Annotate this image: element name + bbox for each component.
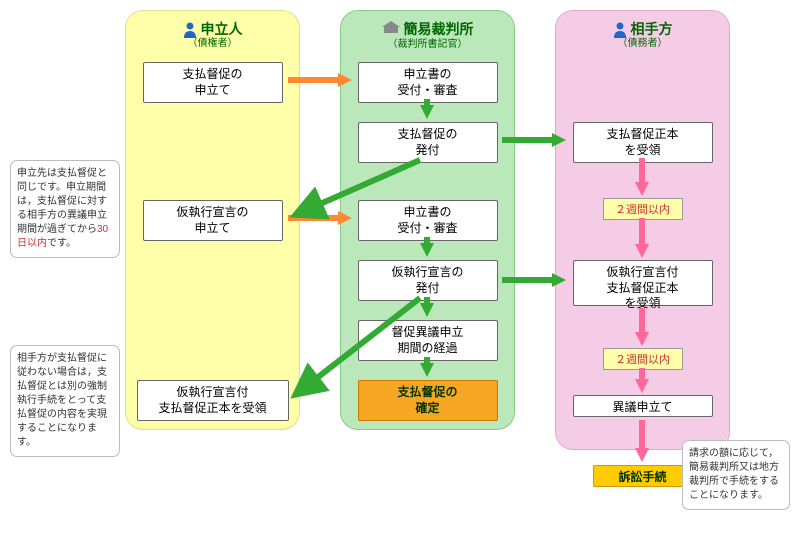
lane-title: 相手方 [631, 21, 673, 37]
arrow-h-0 [288, 73, 352, 87]
note-n3: 請求の額に応じて，簡易裁判所又は地方裁判所で手続をすることになります。 [682, 440, 790, 510]
arrow-v-8 [635, 420, 649, 462]
box-b6: 申立書の受付・審査 [358, 200, 498, 241]
lane-subtitle: （債権者） [134, 38, 291, 50]
arrow-h-2 [502, 133, 566, 147]
arrow-v-6 [635, 308, 649, 346]
box-b2: 仮執行宣言の申立て [143, 200, 283, 241]
box-b12: 異議申立て [573, 395, 713, 417]
box-b8: 督促異議申立期間の経過 [358, 320, 498, 361]
box-b4: 申立書の受付・審査 [358, 62, 498, 103]
lane-subtitle: （債務者） [564, 38, 721, 50]
box-b10: 支払督促正本を受領 [573, 122, 713, 163]
note-n2: 相手方が支払督促に従わない場合は，支払督促とは別の強制執行手続をとって支払督促の… [10, 345, 120, 457]
time-tag-t2: ２週間以内 [603, 348, 683, 370]
person-icon [183, 22, 197, 38]
box-b5: 支払督促の発付 [358, 122, 498, 163]
lane-title: 申立人 [201, 21, 243, 37]
arrow-v-4 [635, 158, 649, 196]
arrow-v-3 [420, 357, 434, 377]
box-b1: 支払督促の申立て [143, 62, 283, 103]
arrow-v-7 [635, 368, 649, 393]
note-text-pre: 相手方が支払督促に従わない場合は，支払督促とは別の強制執行手続をとって支払督促の… [17, 353, 107, 448]
note-text-post: です。 [47, 238, 76, 249]
lane-subtitle: （裁判所書記官） [349, 39, 506, 51]
note-text-pre: 申立先は支払督促と同じです。申立期間は，支払督促に対する相手方の異議申立期間が過… [17, 168, 107, 235]
arrow-v-5 [635, 218, 649, 258]
arrow-h-1 [288, 211, 352, 225]
note-text-pre: 請求の額に応じて，簡易裁判所又は地方裁判所で手続をすることになります。 [689, 448, 779, 501]
court-icon [382, 21, 400, 39]
box-b9: 支払督促の確定 [358, 380, 498, 421]
box-b11: 仮執行宣言付支払督促正本を受領 [573, 260, 713, 306]
arrow-v-0 [420, 99, 434, 119]
note-n1: 申立先は支払督促と同じです。申立期間は，支払督促に対する相手方の異議申立期間が過… [10, 160, 120, 258]
arrow-h-3 [502, 273, 566, 287]
box-b3: 仮執行宣言付支払督促正本を受領 [137, 380, 289, 421]
arrow-v-1 [420, 237, 434, 257]
lane-title: 簡易裁判所 [404, 21, 474, 37]
person-icon [613, 22, 627, 38]
time-tag-t1: ２週間以内 [603, 198, 683, 220]
arrow-v-2 [420, 297, 434, 317]
box-b13: 訴訟手続 [593, 465, 693, 487]
box-b7: 仮執行宣言の発付 [358, 260, 498, 301]
